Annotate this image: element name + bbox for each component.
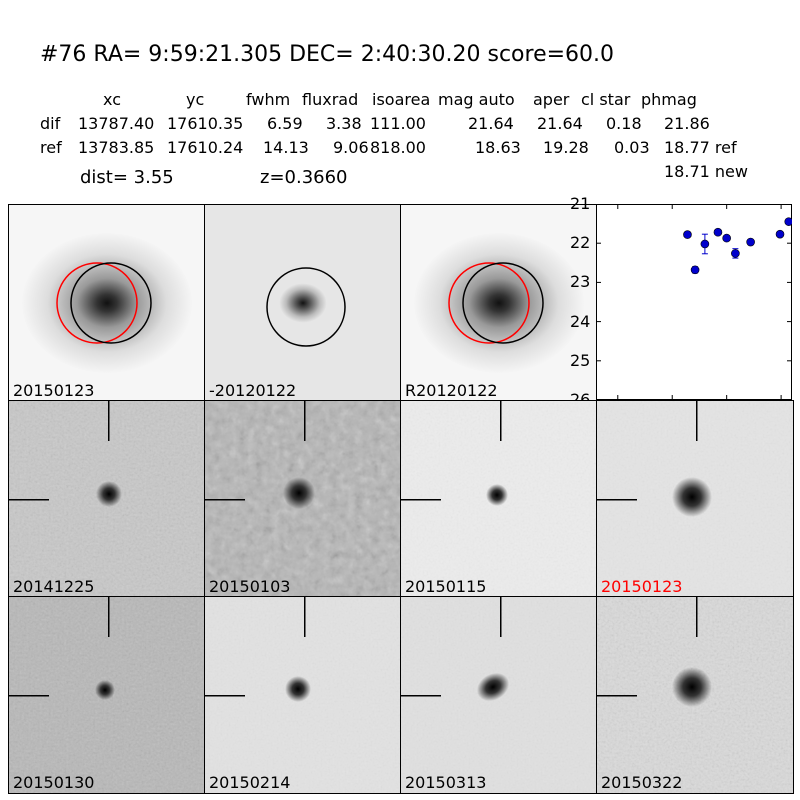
row-label-ref: ref: [40, 138, 62, 157]
redshift-value: z=0.3660: [260, 167, 348, 188]
data-point: [690, 265, 700, 275]
table-cell: 0.18: [606, 114, 642, 133]
table-cell: 9.06: [333, 138, 369, 157]
panel-label: 20150115: [405, 577, 487, 596]
table-cell: 17610.24: [167, 138, 244, 157]
stamp-diff-epoch: 20150313: [400, 596, 598, 794]
y-tick-label: 21: [570, 194, 591, 213]
data-point: [722, 233, 731, 243]
stamp-diff-epoch: 20150322: [596, 596, 794, 794]
table-cell: 818.00: [370, 138, 426, 157]
panel-label: -20120122: [209, 381, 297, 400]
stamp-diff-epoch: 20141225: [8, 400, 206, 598]
panel-label: 20150123: [13, 381, 95, 400]
light-curve-chart: [596, 204, 792, 400]
y-tick-label: 23: [570, 272, 591, 292]
stamp-image: [9, 597, 205, 793]
stamp-image: [597, 401, 793, 597]
y-tick-label: 25: [570, 350, 591, 370]
dif-circle: [70, 262, 152, 344]
data-point: [784, 217, 792, 226]
data-point: [731, 249, 740, 258]
stamp-image: [205, 401, 401, 597]
col-header-aper: aper: [533, 90, 570, 109]
table-cell: 6.59: [267, 114, 303, 133]
table-cell: 21.86: [664, 114, 710, 133]
stamp-diff-image: -20120122: [204, 204, 402, 402]
stamp-diff-epoch: 20150115: [400, 400, 598, 598]
ref-circle: [448, 262, 530, 344]
table-cell: 21.64: [468, 114, 514, 133]
y-tick-label: 22: [570, 233, 591, 253]
table-cell: 13783.85: [78, 138, 155, 157]
table-cell: 111.00: [370, 114, 426, 133]
col-header-mag-auto: mag auto: [438, 90, 515, 109]
data-point: [683, 230, 692, 239]
data-point: [775, 229, 785, 239]
stamp-diff-epoch: 20150214: [204, 596, 402, 794]
phmag-new: 18.71 new: [664, 162, 748, 181]
panel-label: 20150123: [601, 577, 683, 596]
page-title: #76 RA= 9:59:21.305 DEC= 2:40:30.20 scor…: [40, 42, 615, 67]
diff-image: [205, 205, 401, 401]
dist-value: dist= 3.55: [80, 167, 174, 188]
table-cell: 13787.40: [78, 114, 155, 133]
stamp-diff-epoch: 20150130: [8, 596, 206, 794]
plot-frame: [596, 204, 792, 400]
stamp-image: [205, 597, 401, 793]
panel-label: 20150214: [209, 773, 291, 792]
table-cell: 0.03: [614, 138, 650, 157]
y-tick-label: 24: [570, 311, 591, 331]
panel-label: 20150322: [601, 773, 683, 792]
col-header-phmag: phmag: [641, 90, 697, 109]
light-curve-svg: [596, 204, 792, 400]
panel-label: R20120122: [405, 381, 498, 400]
stamp-diff-epoch: 20150103: [204, 400, 402, 598]
panel-label: 20150130: [13, 773, 95, 792]
stamp-new-image: 20150123: [8, 204, 206, 402]
stamp-image: [597, 597, 793, 793]
table-cell: 14.13: [263, 138, 309, 157]
col-header-fluxrad: fluxrad: [302, 90, 359, 109]
table-cell: 17610.35: [167, 114, 244, 133]
stamp-image: [9, 401, 205, 597]
dif-circle: [462, 262, 544, 344]
galaxy-image: [401, 205, 597, 401]
stamp-diff-epoch-current: 20150123: [596, 400, 794, 598]
col-header-xc: xc: [103, 90, 121, 109]
galaxy-image: [9, 205, 205, 401]
panel-label: 20141225: [13, 577, 95, 596]
table-cell: 19.28: [543, 138, 589, 157]
stamp-ref-image: R20120122: [400, 204, 598, 402]
col-header-isoarea: isoarea: [372, 90, 431, 109]
col-header-fwhm: fwhm: [246, 90, 291, 109]
table-cell: 18.77 ref: [664, 138, 737, 157]
panel-label: 20150313: [405, 773, 487, 792]
panel-label: 20150103: [209, 577, 291, 596]
col-header-yc: yc: [186, 90, 205, 109]
row-label-dif: dif: [40, 114, 61, 133]
data-point: [713, 227, 723, 237]
data-point: [746, 237, 755, 247]
data-point: [700, 239, 710, 249]
table-cell: 3.38: [326, 114, 362, 133]
table-cell: 18.63: [475, 138, 521, 157]
stamp-image: [401, 597, 597, 793]
table-cell: 21.64: [537, 114, 583, 133]
dif-circle: [266, 267, 346, 347]
stamp-image: [401, 401, 597, 597]
col-header-cl-star: cl star: [581, 90, 631, 109]
ref-circle: [56, 262, 138, 344]
